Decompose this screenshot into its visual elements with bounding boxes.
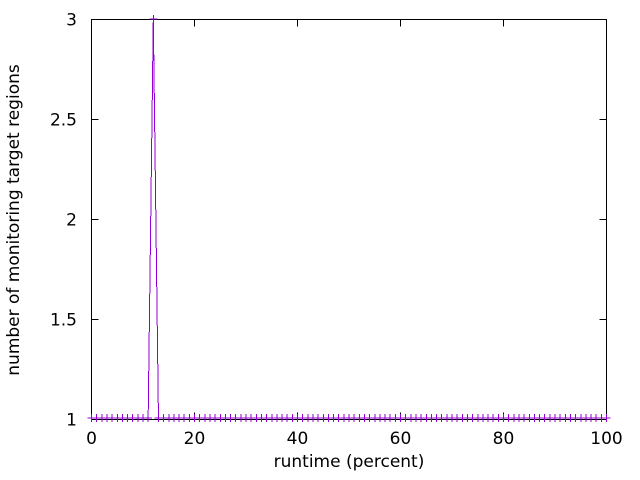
y-tick-label: 2 [66,211,77,231]
y-tick-label: 2.5 [50,111,77,131]
data-line [91,18,607,419]
y-tick-label: 1 [66,411,77,431]
plot-border [91,19,607,420]
x-tick-label: 20 [184,429,206,449]
y-tick-label: 1.5 [50,311,77,331]
data-point-markers [87,15,611,422]
x-tick-label: 60 [390,429,412,449]
x-tick-label: 100 [590,429,622,449]
y-axis-title: number of monitoring target regions [4,64,24,376]
x-tick-label: 80 [493,429,515,449]
y-tick-label: 3 [66,11,77,31]
x-tick-label: 40 [287,429,309,449]
x-tick-label: 0 [86,429,97,449]
x-axis-title: runtime (percent) [273,452,425,472]
